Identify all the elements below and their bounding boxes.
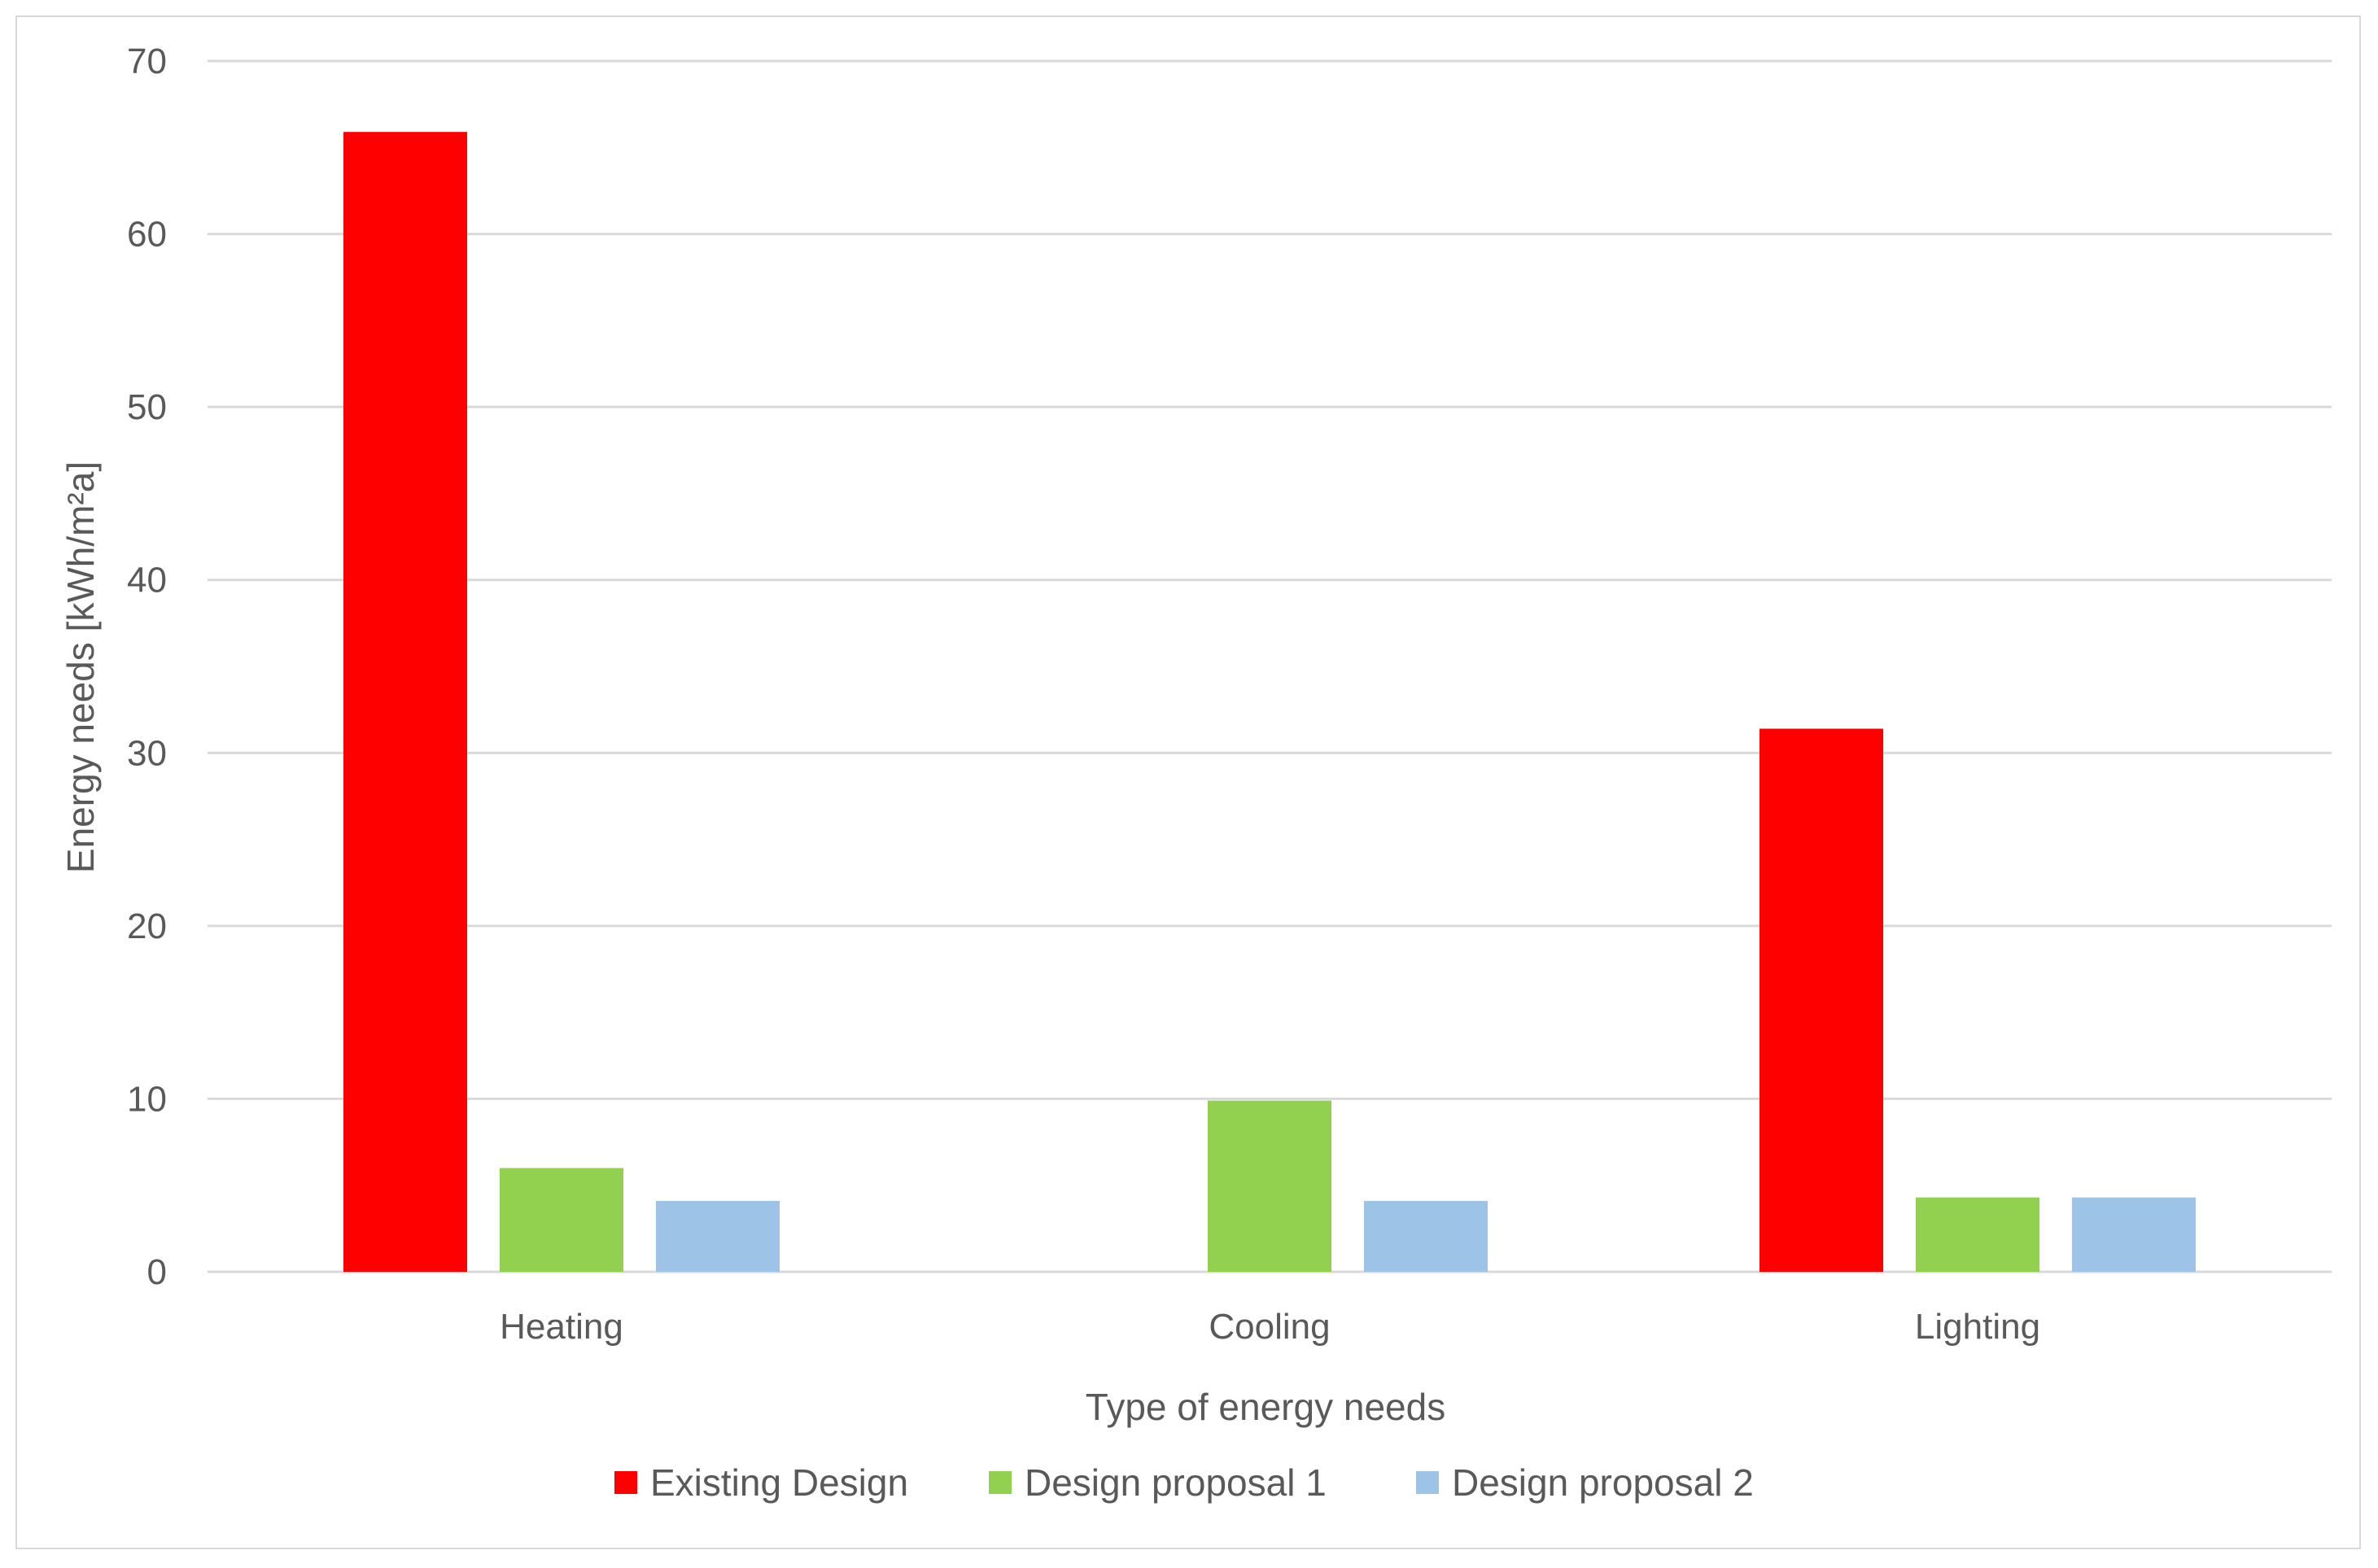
y-tick-label: 50 xyxy=(127,387,167,427)
x-tick-labels: Heating Cooling Lighting xyxy=(500,1307,2040,1347)
y-axis-title: Energy needs [kWh/m²a] xyxy=(59,461,102,873)
y-tick-label: 30 xyxy=(127,733,167,773)
bar-design-proposal-2-heating xyxy=(656,1200,780,1272)
legend: Existing Design Design proposal 1 Design p… xyxy=(614,1461,1754,1504)
bars xyxy=(343,132,2196,1272)
legend-swatch xyxy=(989,1471,1012,1494)
y-tick-label: 10 xyxy=(127,1079,167,1119)
bar-design-proposal-1-heating xyxy=(500,1168,623,1272)
y-tick-label: 60 xyxy=(127,215,167,255)
y-tick-label: 70 xyxy=(127,41,167,81)
bar-existing-design-heating xyxy=(343,132,467,1272)
legend-swatch xyxy=(1416,1471,1439,1494)
y-tick-label: 20 xyxy=(127,906,167,946)
x-tick-label: Cooling xyxy=(1209,1307,1330,1347)
legend-label: Existing Design xyxy=(650,1461,908,1504)
bar-design-proposal-1-lighting xyxy=(1916,1197,2039,1272)
legend-swatch xyxy=(614,1471,637,1494)
x-axis-title: Type of energy needs xyxy=(1086,1386,1445,1428)
x-tick-label: Lighting xyxy=(1915,1307,2040,1347)
y-tick-labels: 0 10 20 30 40 50 60 70 xyxy=(127,41,167,1292)
x-tick-label: Heating xyxy=(500,1307,623,1347)
bar-existing-design-lighting xyxy=(1759,728,1883,1272)
legend-item: Design proposal 2 xyxy=(1416,1461,1754,1504)
y-tick-label: 0 xyxy=(147,1252,167,1292)
legend-label: Design proposal 2 xyxy=(1452,1461,1754,1504)
y-tick-label: 40 xyxy=(127,561,167,601)
gridlines xyxy=(208,59,2332,1273)
bar-design-proposal-2-cooling xyxy=(1364,1200,1488,1272)
legend-label: Design proposal 1 xyxy=(1025,1461,1327,1504)
bar-design-proposal-2-lighting xyxy=(2072,1197,2196,1272)
bar-design-proposal-1-cooling xyxy=(1208,1100,1331,1272)
legend-item: Existing Design xyxy=(614,1461,908,1504)
legend-item: Design proposal 1 xyxy=(989,1461,1327,1504)
